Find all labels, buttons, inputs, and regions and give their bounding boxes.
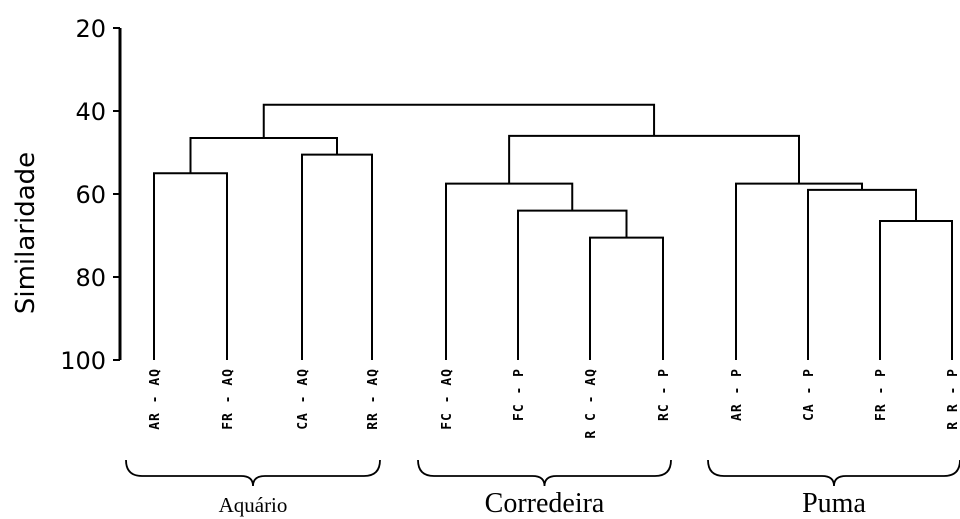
group-brackets: Aquário Corredeira Puma <box>125 459 960 519</box>
group-label: Puma <box>802 488 866 519</box>
y-tick-label: 80 <box>75 264 106 292</box>
leaf-label: RR - AQ <box>366 368 381 430</box>
dendrogram-link-m8 <box>807 188 917 360</box>
group-label: Aquário <box>219 493 288 517</box>
dendrogram-link-m3 <box>189 136 338 174</box>
dendrogram-link-m11 <box>262 103 656 138</box>
leaf-label: FC - AQ <box>440 368 455 430</box>
leaf-label: CA - P <box>802 368 817 421</box>
dendrogram-link-m4 <box>589 236 664 360</box>
leaf-label: AR - P <box>730 368 745 421</box>
y-tick-label: 100 <box>60 347 106 375</box>
leaf-label: FR - AQ <box>221 368 236 430</box>
leaf-label: FR - P <box>874 368 889 421</box>
leaf-label: CA - AQ <box>296 368 311 430</box>
group-brace <box>707 459 960 487</box>
y-tick-label: 60 <box>75 181 106 209</box>
dendrogram-link-m10 <box>508 134 800 184</box>
group-label: Corredeira <box>485 488 605 519</box>
y-tick-label: 40 <box>75 98 106 126</box>
group-brace <box>417 459 672 487</box>
dendrogram-link-m1 <box>153 172 228 360</box>
dendrogram-link-m7 <box>879 219 953 360</box>
dendrogram-link-m9 <box>735 182 863 360</box>
leaf-labels: AR - AQ FR - AQ CA - AQ RR - AQ FC - AQ FC - … <box>148 368 960 439</box>
leaf-label: R R - P <box>946 368 960 430</box>
dendrogram-link-m2 <box>301 153 373 360</box>
y-axis: 20 40 60 80 100 <box>60 15 122 375</box>
leaf-label: FC - P <box>512 368 527 421</box>
leaf-label: AR - AQ <box>148 368 163 430</box>
y-axis-title: Similaridade <box>11 152 41 314</box>
leaf-label: R C - AQ <box>584 368 599 439</box>
y-tick-label: 20 <box>75 15 106 43</box>
leaf-label: RC - P <box>657 368 672 421</box>
dendrogram-link-m5 <box>517 209 628 360</box>
dendrogram-links <box>153 103 953 360</box>
group-brace <box>125 459 381 487</box>
